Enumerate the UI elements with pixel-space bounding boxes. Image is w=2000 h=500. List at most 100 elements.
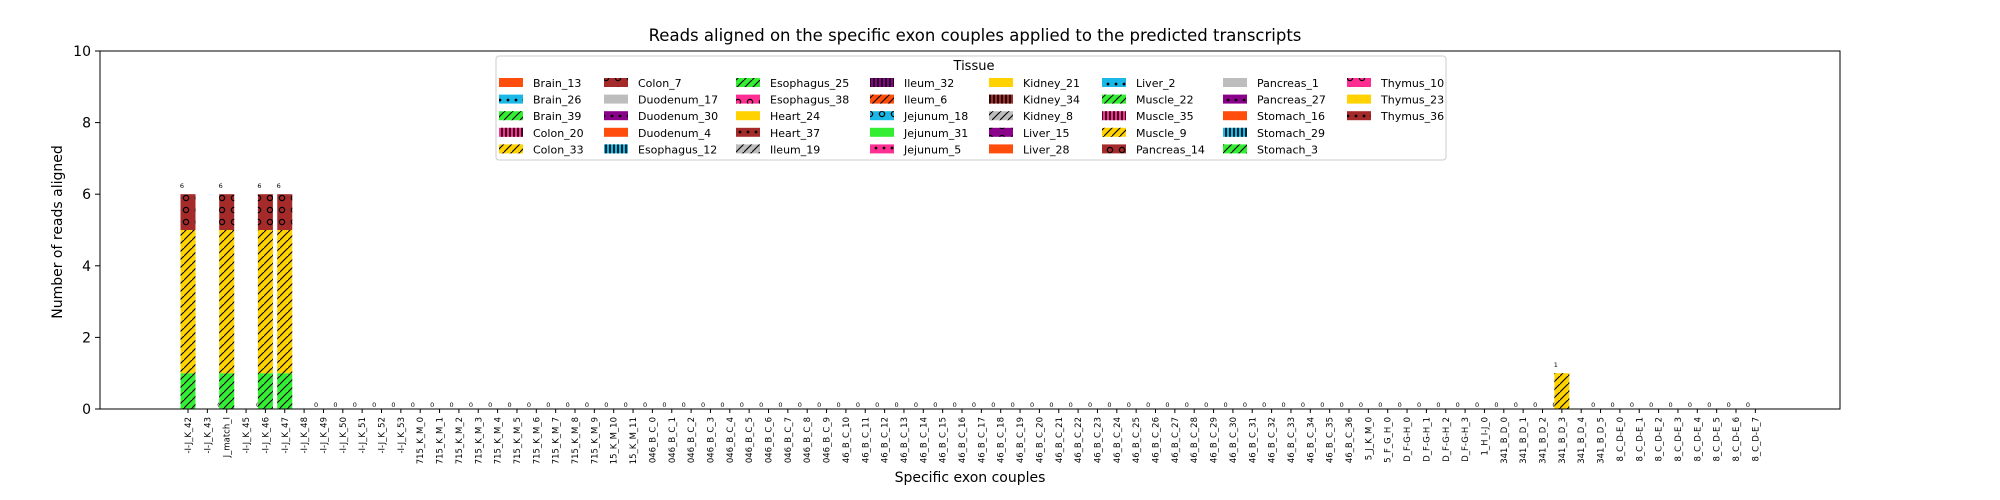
y-axis-label: Number of reads aligned xyxy=(50,145,66,319)
legend-label: Stomach_3 xyxy=(1257,143,1318,156)
legend-swatch-hatch xyxy=(1223,144,1247,154)
bar-total-label: 0 xyxy=(1204,401,1208,409)
legend-label: Jejunum_31 xyxy=(903,127,968,140)
bar-total-label: 0 xyxy=(778,401,782,409)
legend-label: Ileum_32 xyxy=(904,77,954,90)
bar-total-label: 0 xyxy=(391,401,395,409)
legend-swatch-hatch xyxy=(1347,111,1371,121)
x-tick-label: 46_B_C_13 xyxy=(900,417,910,463)
bar-segment-hatch xyxy=(219,373,235,409)
legend-label: Duodenum_4 xyxy=(638,127,711,140)
x-tick-label: J_match_I xyxy=(223,417,233,458)
legend-label: Kidney_21 xyxy=(1023,77,1080,90)
bar-total-label: 0 xyxy=(1591,401,1595,409)
bar-total-label: 0 xyxy=(953,401,957,409)
bar-total-label: 0 xyxy=(1088,401,1092,409)
bar-total-label: 0 xyxy=(759,401,763,409)
x-tick-label: 046_B_C_3 xyxy=(706,417,716,463)
bar-total-label: 0 xyxy=(546,401,550,409)
bar-total-label: 0 xyxy=(488,401,492,409)
legend-label: Kidney_8 xyxy=(1023,110,1073,123)
x-tick-label: 46_B_C_35 xyxy=(1326,417,1336,463)
x-tick-label: 46_B_C_27 xyxy=(1171,417,1181,463)
legend-label: Pancreas_1 xyxy=(1257,77,1319,90)
bar-total-label: 0 xyxy=(972,401,976,409)
bar-total-label: 0 xyxy=(604,401,608,409)
bar-total-label: 0 xyxy=(430,401,434,409)
x-tick-label: -I-J_K_42 xyxy=(184,417,194,454)
bar-segment-hatch xyxy=(180,194,196,230)
x-tick-label: 8_C_D-E_7 xyxy=(1751,417,1761,461)
bar-total-label: 0 xyxy=(585,401,589,409)
bar-total-label: 0 xyxy=(662,401,666,409)
legend-swatch-hatch xyxy=(1223,127,1247,137)
x-tick-label: 341_B_D_4 xyxy=(1577,417,1587,464)
legend-title: Tissue xyxy=(953,59,995,74)
bar-total-label: 0 xyxy=(1049,401,1053,409)
bar-total-label: 0 xyxy=(682,401,686,409)
x-tick-label: 8_C_D-E_0 xyxy=(1616,417,1626,461)
legend-label: Liver_28 xyxy=(1023,143,1069,156)
bar-total-label: 0 xyxy=(895,401,899,409)
legend-swatch xyxy=(1223,78,1247,87)
x-tick-label: 46_B_C_10 xyxy=(842,417,852,463)
x-axis-label: Specific exon couples xyxy=(895,470,1046,486)
bar-segment-hatch xyxy=(180,373,196,409)
x-tick-label: 8_C_D-E_1 xyxy=(1635,417,1645,461)
x-tick-label: 46_B_C_16 xyxy=(958,417,968,463)
x-tick-label: 5_J_K_M_0 xyxy=(1364,417,1374,460)
x-tick-label: 715_K_M_4 xyxy=(494,417,504,464)
legend-swatch-hatch xyxy=(989,94,1013,104)
bar-total-label: 0 xyxy=(1320,401,1324,409)
legend-label: Colon_33 xyxy=(533,143,584,156)
x-tick-label: 46_B_C_30 xyxy=(1229,417,1239,463)
x-tick-label: 046_B_C_0 xyxy=(648,417,658,463)
bar-total-label: 0 xyxy=(1533,401,1537,409)
x-tick-label: 046_B_C_8 xyxy=(803,417,813,463)
x-tick-label: 15_K_M_11 xyxy=(629,417,639,464)
x-tick-label: 46_B_C_20 xyxy=(1035,417,1045,463)
bar-total-label: 0 xyxy=(817,401,821,409)
x-tick-label: D_F-G-H_1 xyxy=(1422,417,1432,462)
bar-total-label: 0 xyxy=(1514,401,1518,409)
legend-label: Ileum_19 xyxy=(770,143,820,156)
bar-total-label: 0 xyxy=(566,401,570,409)
bar-total-label: 1 xyxy=(1554,361,1558,369)
legend-label: Duodenum_30 xyxy=(638,110,718,123)
x-tick-label: 46_B_C_34 xyxy=(1306,417,1316,463)
bar-segment-hatch xyxy=(219,230,235,374)
x-tick-label: -I-J_K_48 xyxy=(300,417,310,454)
legend-swatch xyxy=(604,127,628,137)
x-tick-label: 715_K_M_1 xyxy=(436,417,446,464)
x-tick-label: 46_B_C_21 xyxy=(1055,417,1065,463)
legend-swatch-hatch xyxy=(1223,94,1247,104)
legend-swatch-hatch xyxy=(870,78,894,87)
legend-swatch-hatch xyxy=(1347,78,1371,87)
bar-total-label: 0 xyxy=(1301,401,1305,409)
x-tick-label: 46_B_C_23 xyxy=(1093,417,1103,463)
legend-label: Duodenum_17 xyxy=(638,94,718,107)
x-tick-label: 341_B_D_1 xyxy=(1519,417,1529,464)
bar-total-label: 0 xyxy=(1494,401,1498,409)
legend-label: Heart_37 xyxy=(770,127,820,140)
legend-swatch-hatch xyxy=(989,111,1013,121)
x-tick-label: 46_B_C_31 xyxy=(1248,417,1258,463)
x-tick-label: -I-J_K_53 xyxy=(397,417,407,454)
legend-swatch-hatch xyxy=(736,78,760,87)
x-tick-label: -I-J_K_47 xyxy=(281,417,291,454)
bar-total-label: 0 xyxy=(624,401,628,409)
bar-total-label: 0 xyxy=(469,401,473,409)
legend-label: Pancreas_14 xyxy=(1136,143,1205,156)
legend-label: Esophagus_25 xyxy=(770,77,849,90)
bar-total-label: 6 xyxy=(219,182,223,190)
legend-swatch xyxy=(1347,94,1371,104)
x-tick-label: 46_B_C_28 xyxy=(1190,417,1200,463)
x-tick-label: 715_K_M_8 xyxy=(571,417,581,464)
x-tick-label: -I-J_K_46 xyxy=(261,417,271,454)
legend-swatch-hatch xyxy=(1102,111,1126,121)
legend-label: Esophagus_38 xyxy=(770,94,849,107)
x-tick-label: 046_B_C_7 xyxy=(784,417,794,463)
bar-total-label: 0 xyxy=(1398,401,1402,409)
bar-total-label: 0 xyxy=(1030,401,1034,409)
